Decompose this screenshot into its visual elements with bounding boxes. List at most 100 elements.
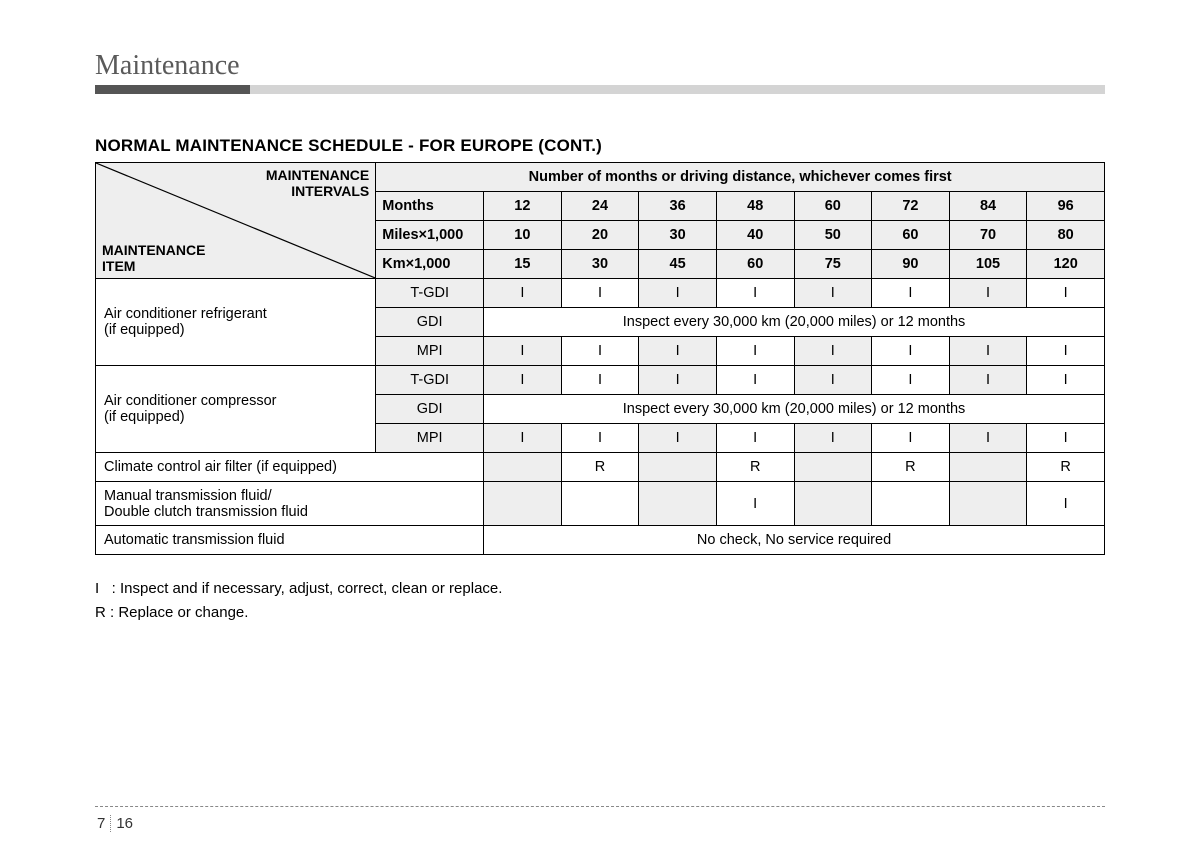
hdr-val: 24	[561, 192, 639, 221]
diag-bot-line1: MAINTENANCE	[102, 242, 205, 258]
table-row: Air conditioner refrigerant (if equipped…	[96, 279, 1105, 308]
data-cell: I	[872, 424, 950, 453]
hdr-val: 20	[561, 221, 639, 250]
hdr-val: 70	[949, 221, 1027, 250]
table-title: NORMAL MAINTENANCE SCHEDULE - FOR EUROPE…	[95, 136, 1105, 156]
data-cell: R	[872, 453, 950, 482]
data-cell: R	[716, 453, 794, 482]
data-cell: I	[484, 279, 562, 308]
diag-bot-line2: ITEM	[102, 258, 135, 274]
table-row: Automatic transmission fluid No check, N…	[96, 526, 1105, 555]
diag-top-line2: INTERVALS	[291, 183, 369, 199]
data-cell: I	[716, 424, 794, 453]
hdr-val: 120	[1027, 250, 1105, 279]
data-cell: I	[639, 279, 717, 308]
data-cell: I	[794, 337, 872, 366]
data-cell: I	[794, 366, 872, 395]
data-cell: I	[1027, 482, 1105, 526]
table-row: Air conditioner compressor (if equipped)…	[96, 366, 1105, 395]
data-cell	[484, 453, 562, 482]
data-cell: I	[794, 424, 872, 453]
hdr-val: 75	[794, 250, 872, 279]
data-cell	[639, 453, 717, 482]
data-cell: I	[1027, 337, 1105, 366]
item-cell: Climate control air filter (if equipped)	[96, 453, 484, 482]
data-cell: I	[949, 424, 1027, 453]
hdr-val: 84	[949, 192, 1027, 221]
table-row: Manual transmission fluid/ Double clutch…	[96, 482, 1105, 526]
hdr-val: 96	[1027, 192, 1105, 221]
data-cell	[872, 482, 950, 526]
hdr-val: 10	[484, 221, 562, 250]
hdr-val: 60	[716, 250, 794, 279]
engine-cell: T-GDI	[376, 279, 484, 308]
item-cell: Automatic transmission fluid	[96, 526, 484, 555]
engine-cell: GDI	[376, 395, 484, 424]
data-cell	[639, 482, 717, 526]
engine-cell: T-GDI	[376, 366, 484, 395]
unit-label: Months	[376, 192, 484, 221]
data-cell: I	[561, 424, 639, 453]
data-cell: I	[794, 279, 872, 308]
data-cell: I	[484, 337, 562, 366]
data-cell: I	[639, 337, 717, 366]
item-cell: Air conditioner refrigerant (if equipped…	[96, 279, 376, 366]
page-footer: 7 16	[0, 806, 1200, 833]
hdr-val: 72	[872, 192, 950, 221]
hdr-val: 36	[639, 192, 717, 221]
data-cell: I	[639, 366, 717, 395]
hdr-val: 15	[484, 250, 562, 279]
engine-cell: MPI	[376, 337, 484, 366]
hdr-val: 48	[716, 192, 794, 221]
engine-cell: MPI	[376, 424, 484, 453]
hdr-val: 30	[561, 250, 639, 279]
data-cell	[561, 482, 639, 526]
data-cell: I	[1027, 366, 1105, 395]
data-cell	[484, 482, 562, 526]
data-cell: I	[1027, 279, 1105, 308]
hdr-val: 50	[794, 221, 872, 250]
data-cell: I	[716, 366, 794, 395]
hdr-val: 30	[639, 221, 717, 250]
data-cell: R	[561, 453, 639, 482]
data-cell: I	[1027, 424, 1105, 453]
unit-label: Km×1,000	[376, 250, 484, 279]
hdr-val: 12	[484, 192, 562, 221]
data-cell: I	[872, 366, 950, 395]
data-cell: I	[872, 337, 950, 366]
interval-banner: Number of months or driving distance, wh…	[376, 163, 1105, 192]
hdr-val: 45	[639, 250, 717, 279]
data-cell: I	[484, 424, 562, 453]
section-divider	[95, 85, 1105, 94]
data-cell: I	[716, 279, 794, 308]
data-cell: I	[484, 366, 562, 395]
page-no: 16	[116, 815, 133, 832]
unit-label: Miles×1,000	[376, 221, 484, 250]
data-cell: R	[1027, 453, 1105, 482]
hdr-val: 60	[872, 221, 950, 250]
chapter-number: 7	[97, 815, 111, 832]
data-cell: I	[639, 424, 717, 453]
legend-r: R : Replace or change.	[95, 601, 1105, 625]
hdr-val: 40	[716, 221, 794, 250]
diag-top-line1: MAINTENANCE	[266, 167, 369, 183]
section-heading: Maintenance	[95, 50, 1105, 82]
item-cell: Air conditioner compressor (if equipped)	[96, 366, 376, 453]
page-number: 7 16	[95, 815, 133, 832]
data-cell	[949, 482, 1027, 526]
maintenance-schedule-table: MAINTENANCE INTERVALS MAINTENANCE ITEM N…	[95, 162, 1105, 555]
hdr-val: 105	[949, 250, 1027, 279]
legend-i: I : Inspect and if necessary, adjust, co…	[95, 577, 1105, 601]
table-row: Climate control air filter (if equipped)…	[96, 453, 1105, 482]
data-cell	[794, 453, 872, 482]
item-cell: Manual transmission fluid/ Double clutch…	[96, 482, 484, 526]
data-cell: I	[716, 482, 794, 526]
diagonal-header-cell: MAINTENANCE INTERVALS MAINTENANCE ITEM	[96, 163, 376, 279]
engine-cell: GDI	[376, 308, 484, 337]
span-cell: Inspect every 30,000 km (20,000 miles) o…	[484, 308, 1105, 337]
legend: I : Inspect and if necessary, adjust, co…	[95, 577, 1105, 625]
hdr-val: 90	[872, 250, 950, 279]
span-cell: Inspect every 30,000 km (20,000 miles) o…	[484, 395, 1105, 424]
data-cell: I	[716, 337, 794, 366]
data-cell: I	[949, 366, 1027, 395]
